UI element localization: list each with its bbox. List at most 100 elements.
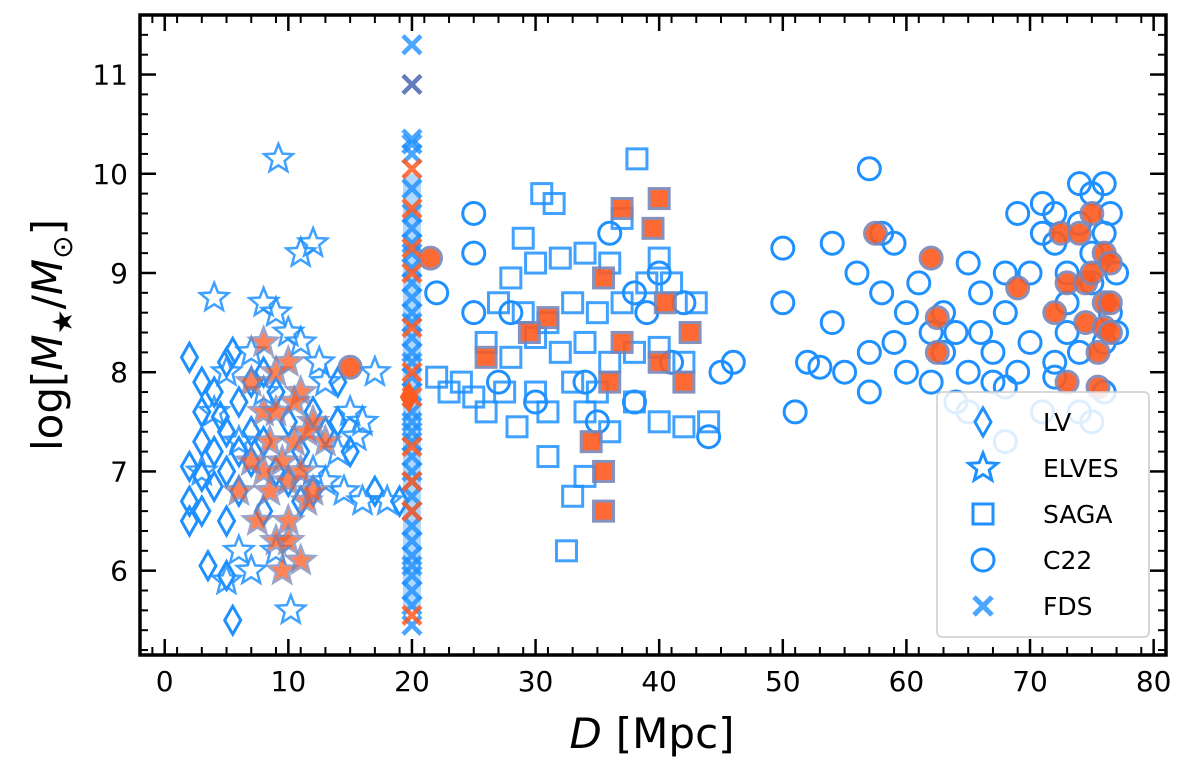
- c22-point: [782, 399, 808, 425]
- fds-point-filled: [401, 470, 423, 492]
- c22-point: [980, 369, 1006, 395]
- fds-point: [401, 178, 423, 200]
- lv-point: [229, 384, 249, 420]
- legend-marker-c22: [970, 547, 996, 573]
- c22-point: [943, 320, 969, 346]
- c22-point: [572, 369, 598, 395]
- c22-point: [819, 310, 845, 336]
- y-tick-label: 10: [92, 158, 128, 191]
- c22-point: [893, 300, 919, 326]
- fds-point-filled: [401, 361, 423, 383]
- elves-point-filled: [270, 343, 306, 378]
- c22-point: [844, 260, 870, 286]
- saga-point: [542, 192, 566, 216]
- elves-point-filled: [277, 383, 313, 417]
- elves-point: [233, 552, 269, 586]
- saga-point: [499, 266, 523, 290]
- elves-point: [307, 363, 343, 398]
- saga-point: [585, 301, 609, 325]
- c22-point: [498, 300, 524, 326]
- c22-point: [720, 349, 746, 375]
- saga-point: [548, 340, 572, 364]
- saga-point-filled: [592, 499, 616, 523]
- x-tick-label: 40: [641, 665, 677, 698]
- c22-point: [992, 260, 1018, 286]
- fds-point-filled: [401, 158, 423, 180]
- elves-point: [221, 532, 257, 566]
- c22-point: [646, 260, 672, 286]
- c22-point-filled: [1085, 339, 1111, 365]
- y-label-slash: /: [23, 294, 72, 309]
- elves-point: [209, 562, 245, 596]
- elves-point: [184, 452, 220, 487]
- c22-point: [832, 359, 858, 385]
- saga-point-filled: [647, 187, 671, 211]
- elves-point: [196, 393, 232, 427]
- x-tick-label: 10: [271, 665, 307, 698]
- saga-point: [474, 400, 498, 424]
- c22-point: [918, 369, 944, 395]
- fds-point-filled: [401, 197, 423, 220]
- x-tick-label: 80: [1136, 665, 1172, 698]
- saga-point: [561, 484, 585, 508]
- elves-point-filled: [283, 452, 319, 487]
- saga-point: [684, 291, 708, 315]
- c22-point: [770, 235, 796, 261]
- legend-item-elves: ELVES: [964, 448, 1119, 484]
- c22-point-filled: [1097, 320, 1123, 346]
- c22-point: [461, 300, 487, 326]
- legend-marker-saga: [971, 502, 995, 526]
- lv-point-filled: [399, 381, 419, 414]
- saga-point-filled: [592, 266, 616, 290]
- elves-point-filled: [264, 443, 300, 477]
- fds-point-filled: [401, 604, 423, 626]
- y-tick-label: 8: [110, 356, 128, 389]
- c22-point-filled: [417, 245, 443, 271]
- elves-point: [344, 403, 381, 437]
- lv-point: [216, 558, 237, 593]
- saga-point: [647, 410, 671, 434]
- c22-point: [597, 220, 623, 246]
- y-label-m1: M: [23, 334, 72, 370]
- fds-point-filled: [401, 262, 423, 284]
- elves-point: [283, 234, 319, 269]
- legend-label-fds: FDS: [1043, 592, 1093, 621]
- saga-point: [511, 226, 535, 250]
- saga-point: [425, 365, 449, 389]
- saga-point: [697, 410, 721, 434]
- c22-point: [461, 200, 487, 226]
- x-tick-label: 70: [1012, 665, 1048, 698]
- lv-point: [216, 345, 237, 380]
- lv-point: [216, 414, 237, 449]
- y-tick-label: 6: [110, 555, 128, 588]
- elves-point: [295, 224, 331, 259]
- x-axis-label: D [Mpc]: [569, 709, 734, 758]
- c22-point: [770, 290, 796, 316]
- c22-point: [621, 280, 647, 306]
- y-tick-label: 9: [110, 257, 128, 290]
- c22-point: [424, 280, 450, 306]
- c22-point: [955, 359, 981, 385]
- c22-point: [1017, 260, 1043, 286]
- elves-point: [209, 353, 245, 388]
- c22-point-filled: [1079, 200, 1105, 226]
- legend-label-c22: C22: [1043, 546, 1092, 575]
- saga-point-filled: [517, 321, 541, 345]
- y-label-sub2: ⊙: [46, 235, 79, 258]
- c22-point-filled: [924, 339, 950, 365]
- elves-point: [260, 140, 296, 174]
- saga-point: [548, 246, 572, 270]
- saga-point-filled: [672, 370, 696, 394]
- c22-point-filled: [1066, 220, 1092, 246]
- saga-point: [462, 385, 486, 409]
- saga-point: [672, 415, 696, 439]
- elves-point: [326, 472, 362, 507]
- saga-point: [536, 445, 560, 469]
- lv-point: [198, 548, 218, 583]
- c22-point-filled: [1097, 250, 1123, 276]
- lv-point: [216, 504, 237, 539]
- saga-point: [573, 464, 597, 488]
- lv-point: [179, 449, 200, 484]
- c22-point: [856, 156, 882, 182]
